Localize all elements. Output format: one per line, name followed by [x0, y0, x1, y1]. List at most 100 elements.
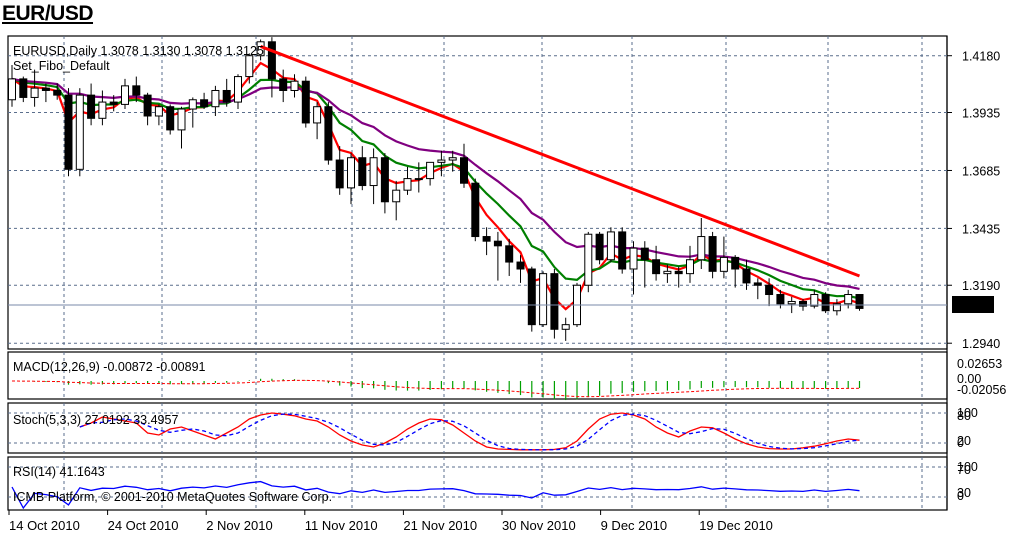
candle-body: [369, 157, 378, 187]
candle-body: [222, 89, 231, 103]
candle-body: [30, 87, 39, 98]
candle-body: [403, 178, 412, 191]
candle-body: [324, 106, 333, 161]
candle-body: [686, 259, 694, 275]
candle-body: [799, 300, 807, 307]
candle-body: [313, 106, 322, 124]
candle-body: [516, 261, 525, 270]
candle-body: [719, 256, 728, 272]
candle-body: [234, 76, 242, 103]
candle-body: [87, 94, 96, 119]
rsi-label: RSI(14) 41.1643: [13, 465, 105, 479]
candle-body: [606, 231, 615, 261]
rsi-axis-100: 100: [957, 460, 978, 474]
candle-body: [143, 94, 152, 117]
candle-body: [493, 240, 502, 247]
candle-body: [539, 273, 548, 326]
y-tick-label: 1.3935: [962, 107, 1000, 121]
macd-axis-zero: 0.00: [957, 372, 981, 386]
macd-histogram: [11, 378, 861, 401]
y-tick-label: 1.3685: [962, 164, 1000, 178]
candle-body: [674, 270, 683, 275]
ma-slow-line: [11, 77, 860, 290]
candle-body: [154, 106, 163, 117]
candle-body: [776, 294, 785, 305]
y-tick-label: 1.2940: [962, 337, 1000, 351]
candle-body: [663, 270, 672, 275]
y-tick-label: 1.4180: [962, 50, 1000, 64]
stoch-axis-0: 0: [957, 436, 964, 450]
current-price-tag: [952, 296, 994, 313]
candle-body: [471, 182, 480, 238]
macd-signal-line: [11, 379, 860, 398]
x-tick-label: 9 Dec 2010: [601, 518, 668, 533]
candle-body: [290, 80, 299, 91]
candle-body: [742, 268, 751, 284]
x-tick-label: 19 Dec 2010: [699, 518, 773, 533]
stochastic-lines: [79, 412, 860, 451]
stoch-label: Stoch(5,3,3) 27.0192 33.4957: [13, 413, 178, 427]
info-line: EURUSD,Daily 1.3078 1.3130 1.3078 1.3125: [13, 44, 264, 58]
candle-body: [855, 294, 864, 309]
candle-body: [279, 78, 288, 91]
x-tick-label: 24 Oct 2010: [108, 518, 179, 533]
candle-body: [166, 106, 175, 131]
candle-body: [335, 159, 344, 189]
x-tick-label: 2 Nov 2010: [206, 518, 273, 533]
x-tick-label: 21 Nov 2010: [403, 518, 477, 533]
candle-body: [550, 273, 559, 330]
rsi-line: [11, 480, 860, 510]
macd-axis-top: 0.02653: [957, 357, 1002, 371]
candle-body: [41, 87, 50, 91]
candle-body: [121, 85, 129, 105]
copyright-label: ICMB Platform, © 2001-2010 MetaQuotes So…: [13, 490, 332, 504]
candle-body: [460, 157, 468, 184]
candle-body: [753, 282, 762, 286]
candle-body: [53, 89, 62, 96]
candle-body: [584, 233, 593, 286]
rsi-line: [11, 480, 860, 510]
candle-body: [437, 159, 446, 163]
ma-mid-line: [11, 77, 860, 300]
rsi-axis-70: 70: [957, 463, 971, 477]
candle-body: [267, 41, 276, 80]
candle-body: [708, 236, 717, 272]
candle-body: [731, 256, 740, 270]
x-tick-label: 30 Nov 2010: [502, 518, 576, 533]
stoch-axis-20: 20: [957, 434, 971, 448]
candle-body: [245, 55, 254, 78]
candle-body: [358, 157, 367, 187]
x-tick-label: 14 Oct 2010: [9, 518, 80, 533]
candlesticks: [8, 37, 864, 341]
candle-body: [505, 245, 514, 263]
candle-body: [132, 85, 141, 96]
candle-body: [787, 300, 796, 305]
candle-body: [832, 303, 841, 312]
stoch-main-line: [79, 412, 860, 451]
page-title: EUR/USD: [2, 2, 94, 25]
candle-body: [426, 161, 435, 180]
candle-body: [64, 94, 73, 170]
candle-body: [561, 324, 570, 330]
y-tick-label: 1.3435: [962, 222, 1000, 236]
candle-body: [347, 157, 355, 189]
macd-axis-bottom: -0.02056: [957, 383, 1006, 397]
candle-body: [301, 80, 310, 124]
candle-body: [821, 294, 830, 312]
candle-body: [697, 236, 706, 261]
current-price-label: 1.3125: [956, 298, 994, 312]
candle-body: [810, 294, 819, 307]
candle-body: [98, 101, 107, 119]
candle-body: [211, 89, 220, 108]
candle-body: [392, 189, 401, 203]
candle-body: [200, 99, 209, 108]
price-axis: 1.4180 1.3935 1.3685 1.3435 1.3190 1.2940: [947, 50, 1000, 351]
macd-panel: [7, 351, 948, 400]
y-tick-label: 1.3190: [962, 279, 1000, 293]
stoch-signal-line: [79, 413, 860, 451]
candle-body: [448, 157, 457, 161]
trendline-segment: [260, 45, 861, 278]
candle-body: [618, 231, 627, 270]
macd-label: MACD(12,26,9) -0.00872 -0.00891: [13, 360, 206, 374]
